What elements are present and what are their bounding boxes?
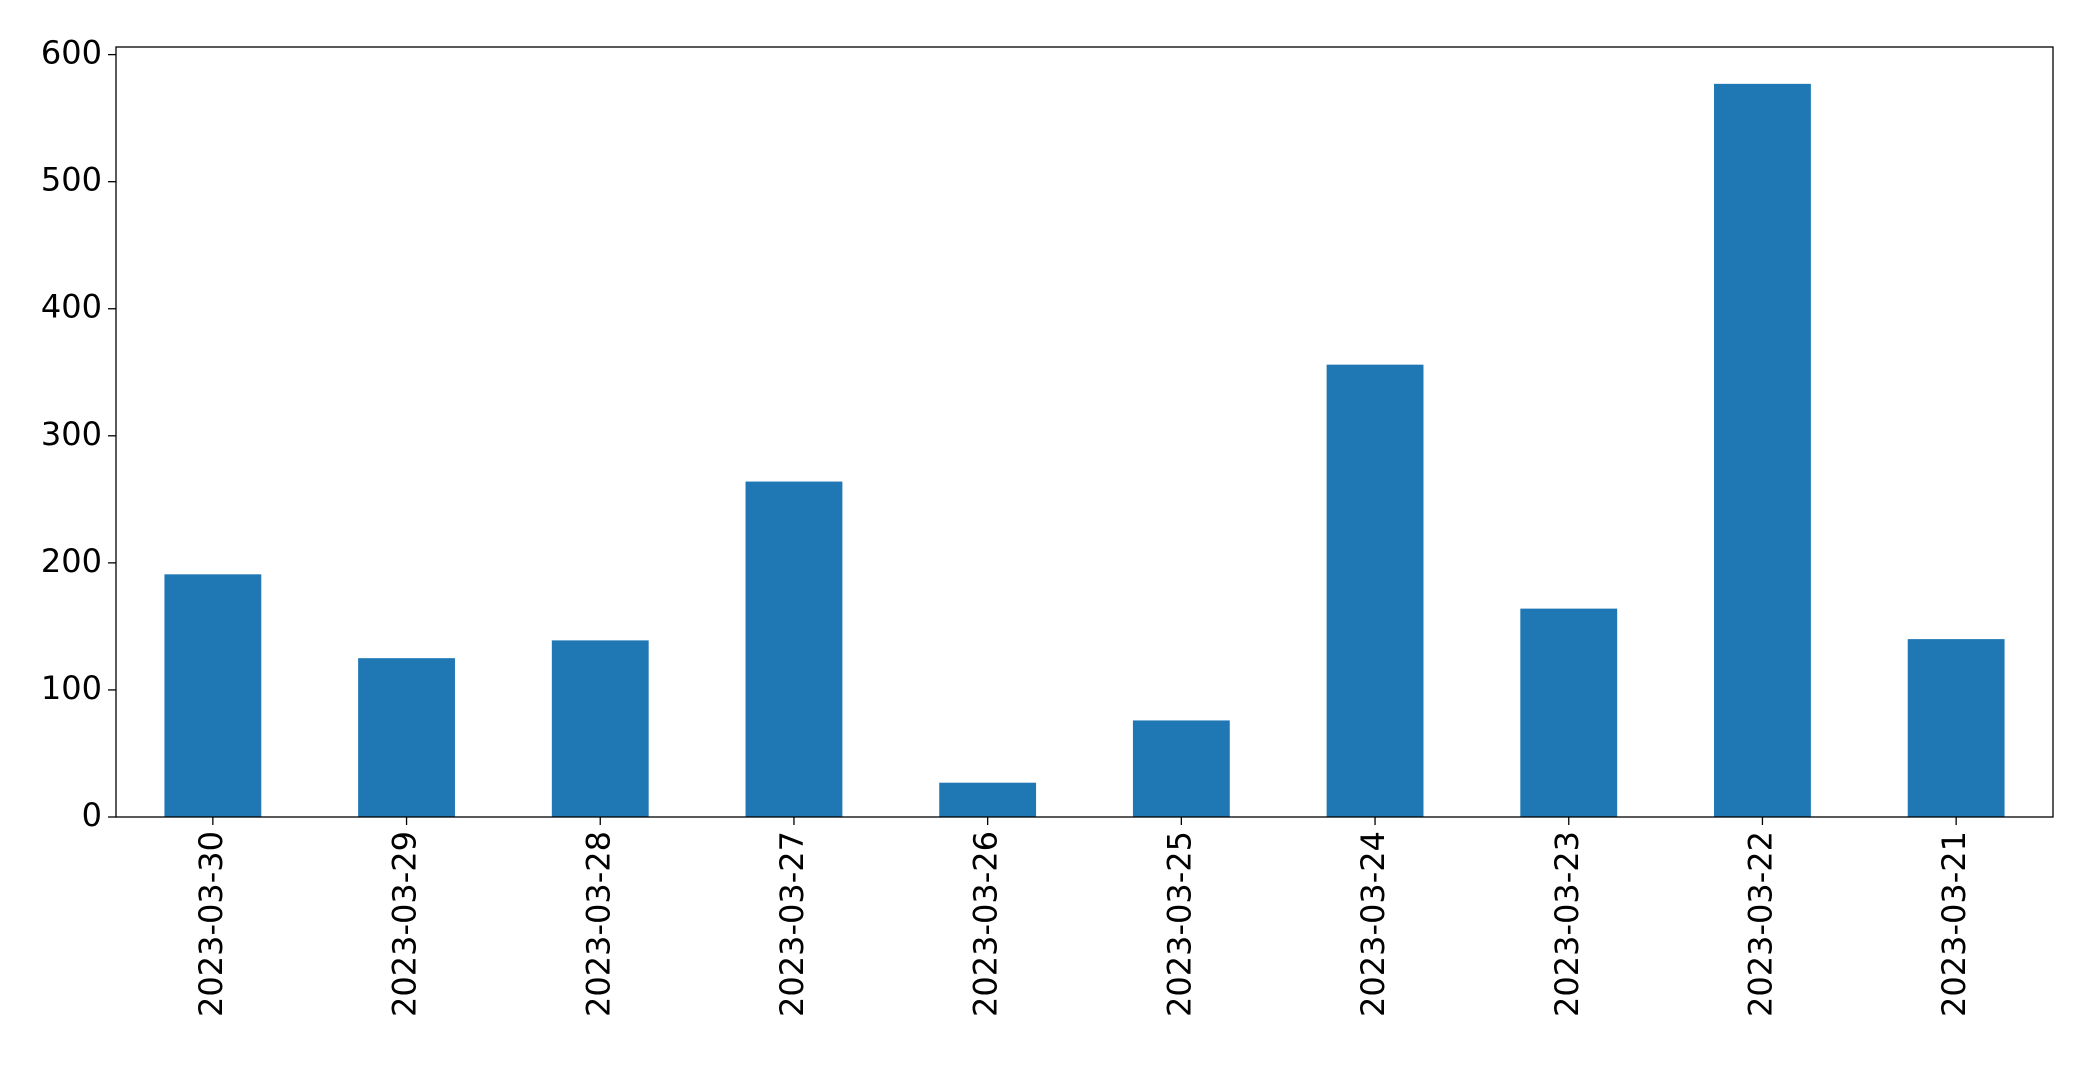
bar: [1132, 720, 1230, 817]
x-tick-label: 2023-03-23: [1548, 831, 1586, 1017]
y-tick-label: 500: [41, 161, 102, 199]
bar: [358, 658, 455, 817]
x-tick-label: 2023-03-30: [192, 831, 230, 1017]
bar: [551, 640, 649, 817]
bar: [1907, 639, 2005, 817]
bar: [1326, 364, 1424, 817]
y-tick-label: 300: [41, 415, 102, 453]
bar: [1520, 608, 1618, 817]
bar: [939, 782, 1037, 817]
y-tick-label: 0: [82, 796, 102, 834]
y-tick-label: 100: [41, 669, 102, 707]
bar: [164, 574, 262, 817]
x-tick-label: 2023-03-21: [1935, 831, 1973, 1017]
y-tick-label: 200: [41, 542, 102, 580]
y-tick-label: 600: [41, 34, 102, 72]
x-tick-label: 2023-03-29: [386, 831, 424, 1017]
x-tick-label: 2023-03-26: [967, 831, 1005, 1017]
x-tick-label: 2023-03-22: [1741, 831, 1779, 1017]
bar: [745, 481, 843, 817]
x-tick-label: 2023-03-24: [1354, 831, 1392, 1017]
y-tick-label: 400: [41, 288, 102, 326]
x-tick-label: 2023-03-27: [773, 831, 811, 1017]
bar: [1714, 83, 1811, 817]
plot-frame: [115, 46, 2054, 818]
x-tick-label: 2023-03-28: [579, 831, 617, 1017]
x-tick-label: 2023-03-25: [1160, 831, 1198, 1017]
